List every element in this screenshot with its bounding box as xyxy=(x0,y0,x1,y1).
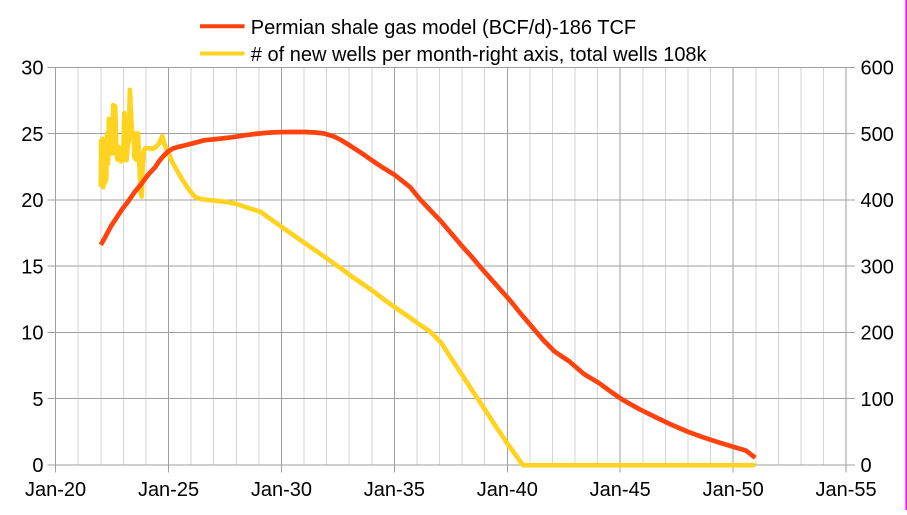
svg-text:25: 25 xyxy=(21,124,43,146)
svg-text:5: 5 xyxy=(32,389,43,411)
svg-text:500: 500 xyxy=(861,124,894,146)
svg-text:Permian shale gas model (BCF/d: Permian shale gas model (BCF/d)-186 TCF xyxy=(251,17,636,39)
svg-text:Jan-20: Jan-20 xyxy=(25,479,86,501)
svg-text:600: 600 xyxy=(861,58,894,80)
svg-text:15: 15 xyxy=(21,256,43,278)
svg-text:200: 200 xyxy=(861,323,894,345)
svg-text:Jan-45: Jan-45 xyxy=(590,479,651,501)
svg-text:100: 100 xyxy=(861,389,894,411)
svg-text:Jan-30: Jan-30 xyxy=(251,479,312,501)
svg-text:Jan-35: Jan-35 xyxy=(364,479,425,501)
svg-text:10: 10 xyxy=(21,323,43,345)
svg-text:Jan-25: Jan-25 xyxy=(138,479,199,501)
svg-text:0: 0 xyxy=(861,455,872,477)
svg-text:Jan-40: Jan-40 xyxy=(477,479,538,501)
svg-text:20: 20 xyxy=(21,190,43,212)
svg-text:400: 400 xyxy=(861,190,894,212)
svg-text:Jan-50: Jan-50 xyxy=(703,479,764,501)
svg-text:300: 300 xyxy=(861,256,894,278)
svg-text:0: 0 xyxy=(32,455,43,477)
svg-text:Jan-55: Jan-55 xyxy=(816,479,877,501)
svg-text:# of new wells per month-right: # of new wells per month-right axis, tot… xyxy=(251,44,708,66)
svg-text:30: 30 xyxy=(21,58,43,80)
